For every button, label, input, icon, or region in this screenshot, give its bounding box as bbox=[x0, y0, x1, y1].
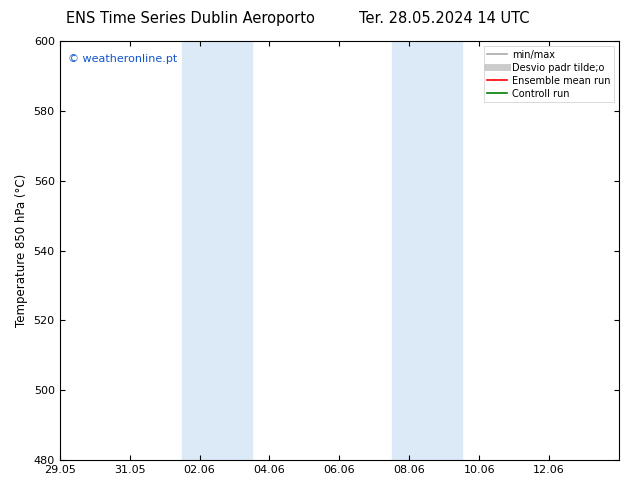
Text: © weatheronline.pt: © weatheronline.pt bbox=[68, 53, 178, 64]
Legend: min/max, Desvio padr tilde;o, Ensemble mean run, Controll run: min/max, Desvio padr tilde;o, Ensemble m… bbox=[484, 46, 614, 102]
Bar bbox=[182, 41, 252, 460]
Bar bbox=[392, 41, 462, 460]
Y-axis label: Temperature 850 hPa (°C): Temperature 850 hPa (°C) bbox=[15, 174, 28, 327]
Text: ENS Time Series Dublin Aeroporto: ENS Time Series Dublin Aeroporto bbox=[66, 11, 314, 26]
Text: Ter. 28.05.2024 14 UTC: Ter. 28.05.2024 14 UTC bbox=[359, 11, 529, 26]
